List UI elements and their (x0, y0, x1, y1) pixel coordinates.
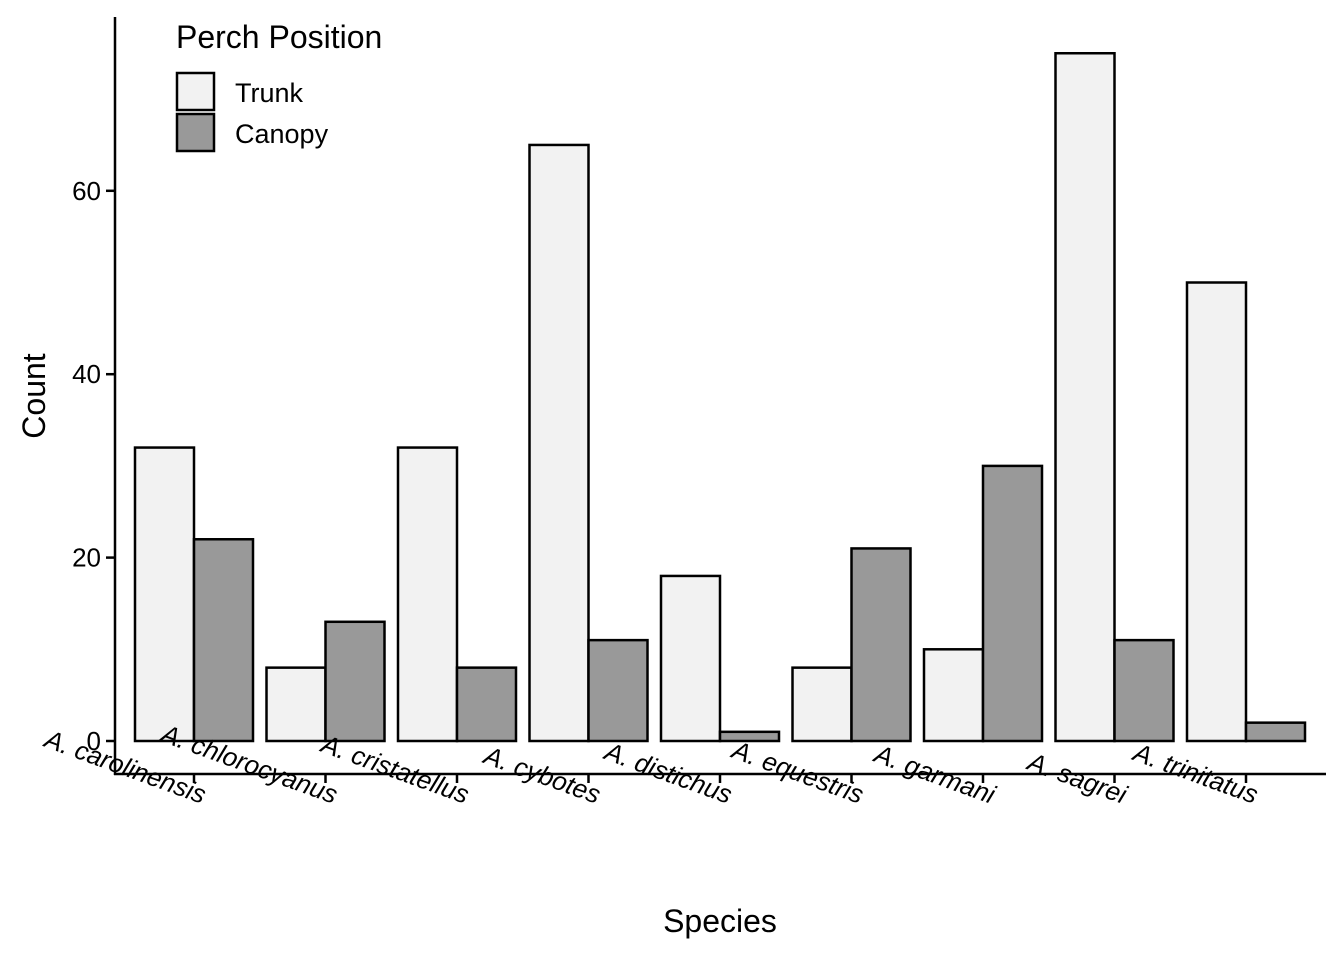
x-tick-label: A. distichus (599, 735, 736, 809)
bar-trunk (791, 666, 853, 743)
x-tick-label: A. sagrei (1022, 746, 1132, 810)
y-tick-label: 40 (72, 359, 101, 389)
bar-trunk (396, 446, 459, 743)
bar-trunk (659, 574, 722, 743)
bar-trunk (1185, 281, 1248, 743)
bar-trunk (528, 143, 590, 743)
bar-trunk (265, 666, 327, 743)
bar-trunk (1054, 52, 1116, 743)
bar-trunk (922, 648, 985, 743)
legend-title: Perch Position (176, 19, 382, 55)
bar-canopy (981, 464, 1044, 743)
legend-label-canopy: Canopy (235, 119, 329, 149)
bar-canopy (455, 666, 518, 743)
bar-canopy (324, 620, 386, 743)
bar-canopy (1244, 721, 1307, 743)
bars-group (133, 52, 1307, 743)
bar-canopy (718, 730, 781, 743)
legend-swatch-canopy (175, 112, 216, 153)
y-axis-ticks: 0 20 40 60 (72, 176, 115, 756)
y-axis-title: Count (16, 353, 52, 439)
legend-label-trunk: Trunk (235, 78, 304, 108)
y-tick-label: 0 (87, 726, 101, 756)
legend: Perch Position Trunk Canopy (175, 19, 382, 153)
bar-canopy (1113, 638, 1175, 743)
x-tick-label: A. equestris (727, 734, 868, 810)
y-tick-label: 60 (72, 176, 101, 206)
bar-canopy (850, 547, 912, 743)
bar-canopy (587, 638, 649, 743)
bar-canopy (192, 538, 255, 743)
bar-trunk (133, 446, 196, 743)
x-axis-title: Species (663, 903, 777, 939)
legend-swatch-trunk (175, 71, 216, 112)
y-tick-label: 20 (72, 543, 101, 573)
